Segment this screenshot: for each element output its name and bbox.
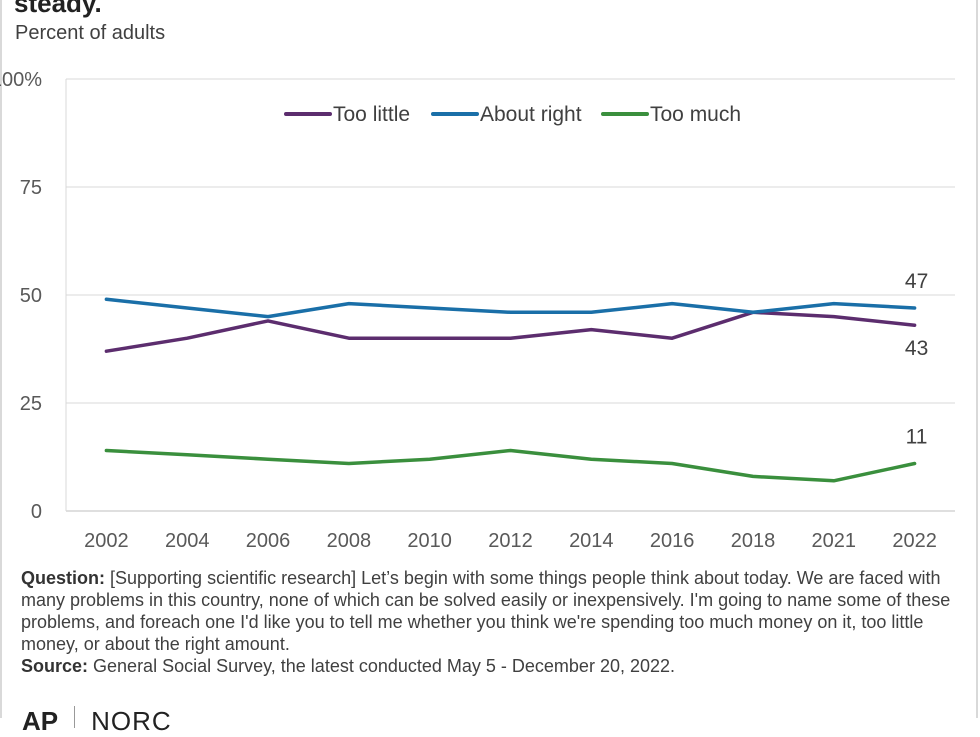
gridlines [65, 78, 955, 512]
end-data-label: 47 [905, 270, 928, 293]
series-line-about-right [104, 297, 917, 319]
x-tick-label: 2002 [84, 530, 129, 552]
x-tick-label: 2010 [407, 530, 452, 552]
chart-notes: Question: [Supporting scientific researc… [21, 567, 961, 677]
x-tick-label: 2008 [327, 530, 372, 552]
y-tick-label: 75 [20, 177, 42, 199]
y-tick-label: 100% [0, 69, 42, 91]
x-tick-label: 2018 [731, 530, 776, 552]
series-line-too-much [104, 448, 917, 483]
source-text: General Social Survey, the latest conduc… [88, 656, 676, 676]
end-data-label: 11 [906, 425, 928, 448]
series-line-too-little [104, 310, 917, 353]
chart-title: steady. [14, 0, 102, 18]
x-tick-label: 2006 [246, 530, 291, 552]
chart-frame [0, 0, 978, 718]
x-tick-label: 2016 [650, 530, 695, 552]
legend-label: About right [480, 103, 582, 126]
y-tick-label: 25 [20, 393, 42, 415]
line-chart: 0 25 50 75 100% 2002 2004 2006 2008 2010 2012 2014… [0, 69, 955, 552]
x-tick-label: 2022 [892, 530, 937, 552]
y-tick-label: 50 [20, 285, 42, 307]
source-label: Source: [21, 656, 89, 676]
question-text: [Supporting scientific research] Let’s b… [21, 568, 951, 654]
end-data-label: 43 [905, 337, 928, 360]
legend: Too little About right Too much [284, 103, 741, 126]
x-axis-ticks: 2002 2004 2006 2008 2010 2012 2014 2016 2018 2021… [84, 530, 937, 552]
x-tick-label: 2012 [488, 530, 533, 552]
publisher-logos: AP NORC [22, 706, 172, 736]
legend-label: Too little [333, 103, 410, 126]
chart-subtitle: Percent of adults [15, 22, 166, 44]
y-tick-label: 0 [31, 501, 42, 523]
x-tick-label: 2014 [569, 530, 614, 552]
legend-label: Too much [650, 103, 741, 126]
series-lines [104, 297, 917, 483]
end-labels: 47 43 11 [905, 270, 928, 449]
y-axis-ticks: 0 25 50 75 100% [0, 69, 42, 523]
logo-divider [74, 706, 76, 728]
ap-logo: AP [22, 706, 59, 736]
x-tick-label: 2021 [812, 530, 857, 552]
norc-logo: NORC [91, 706, 172, 736]
question-label: Question: [21, 568, 105, 588]
x-tick-label: 2004 [165, 530, 210, 552]
